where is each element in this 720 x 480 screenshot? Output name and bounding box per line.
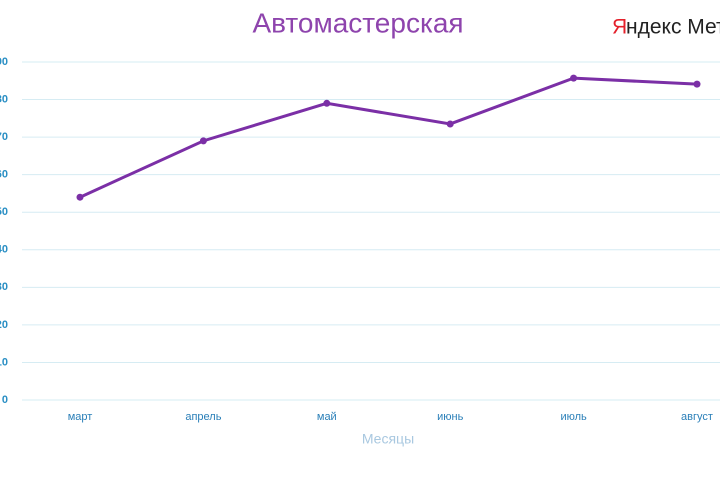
data-point xyxy=(76,193,84,201)
x-tick-label: август xyxy=(681,411,713,423)
data-point xyxy=(693,80,701,88)
data-point xyxy=(323,99,331,107)
x-tick-label: апрель xyxy=(185,411,221,423)
y-tick-label: 40 xyxy=(0,244,8,256)
y-tick-label: 0 xyxy=(2,394,8,406)
data-point xyxy=(199,137,207,145)
data-point xyxy=(446,120,454,128)
y-tick-label: 70 xyxy=(0,131,8,143)
y-tick-label: 80 xyxy=(0,93,8,105)
data-point xyxy=(570,74,578,82)
y-tick-label: 10 xyxy=(0,356,8,368)
series-line xyxy=(79,76,698,199)
y-tick-label: 60 xyxy=(0,169,8,181)
x-tick-label: июнь xyxy=(437,411,463,423)
y-tick-label: 90 xyxy=(0,56,8,68)
x-tick-label: июль xyxy=(560,411,587,423)
y-tick-label: 30 xyxy=(0,281,8,293)
y-tick-label: 20 xyxy=(0,319,8,331)
y-tick-label: 50 xyxy=(0,206,8,218)
logo-first: Я xyxy=(612,16,627,39)
x-tick-label: март xyxy=(68,411,93,423)
x-axis-title: Месяцы xyxy=(362,431,414,447)
logo-rest: ндекс Метр xyxy=(626,16,720,39)
x-tick-label: май xyxy=(317,411,337,423)
chart-title: Автомастерская xyxy=(252,7,463,38)
